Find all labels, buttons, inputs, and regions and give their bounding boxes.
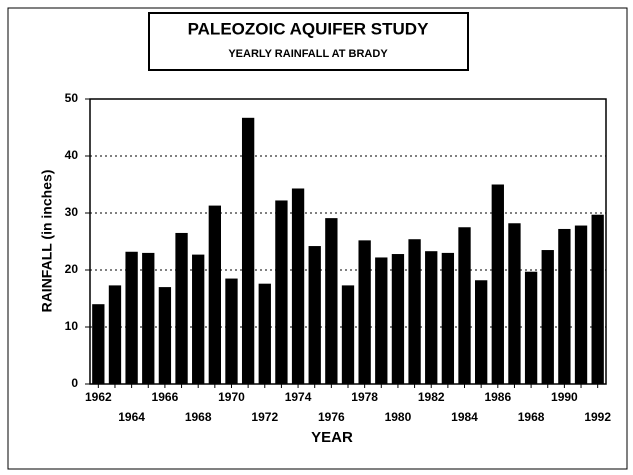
bar [92,304,105,384]
bar [341,285,355,384]
y-tick-label: 30 [65,205,79,219]
bar [391,254,405,384]
bar [375,257,388,384]
bar [125,251,138,384]
x-tick-label: 1970 [218,390,245,404]
bar [192,254,205,384]
bar [491,184,504,384]
x-tick-label: 1992 [584,410,611,424]
bar [158,287,172,384]
bar [591,214,604,384]
x-tick-label: 1966 [152,390,179,404]
bar [325,218,338,384]
x-tick-label: 1982 [418,390,445,404]
bar [258,283,271,384]
x-tick-label: 1976 [318,410,345,424]
x-axis-label: YEAR [311,429,353,446]
y-tick-label: 0 [71,376,78,390]
x-tick-label: 1990 [551,390,578,404]
y-tick-label: 40 [65,148,79,162]
bar [558,228,571,384]
bar [175,232,188,384]
bar [241,117,255,384]
bar [358,240,371,384]
y-tick-label: 20 [65,262,79,276]
bar [308,246,321,384]
bar [541,250,554,384]
chart-subtitle: YEARLY RAINFALL AT BRADY [228,48,388,60]
x-tick-label: 1980 [385,410,412,424]
bar [275,200,288,384]
bar [574,225,588,384]
bar [458,227,471,384]
y-tick-label: 10 [65,319,79,333]
x-tick-label: 1968 [185,410,212,424]
bar [524,271,538,384]
x-tick-label: 1972 [251,410,278,424]
x-tick-label: 1986 [484,390,511,404]
bar [142,252,155,384]
y-axis-label: RAINFALL (in inches) [39,170,55,313]
x-tick-label: 1984 [451,410,478,424]
x-tick-label: 1978 [351,390,378,404]
bar [508,223,521,384]
x-tick-label: 1962 [85,390,112,404]
chart-title: PALEOZOIC AQUIFER STUDY [188,19,430,38]
title-box [148,12,469,71]
x-tick-label: 1974 [285,390,312,404]
bar [425,251,438,384]
y-tick-label: 50 [65,91,79,105]
bar [225,278,238,384]
outer-frame [7,7,628,470]
bar [291,188,305,384]
bar [108,285,122,384]
bar [475,280,488,384]
bar [441,252,455,384]
bar [208,205,221,384]
bar [408,239,421,384]
x-tick-label: 1964 [118,410,145,424]
x-tick-label: 1968 [518,410,545,424]
